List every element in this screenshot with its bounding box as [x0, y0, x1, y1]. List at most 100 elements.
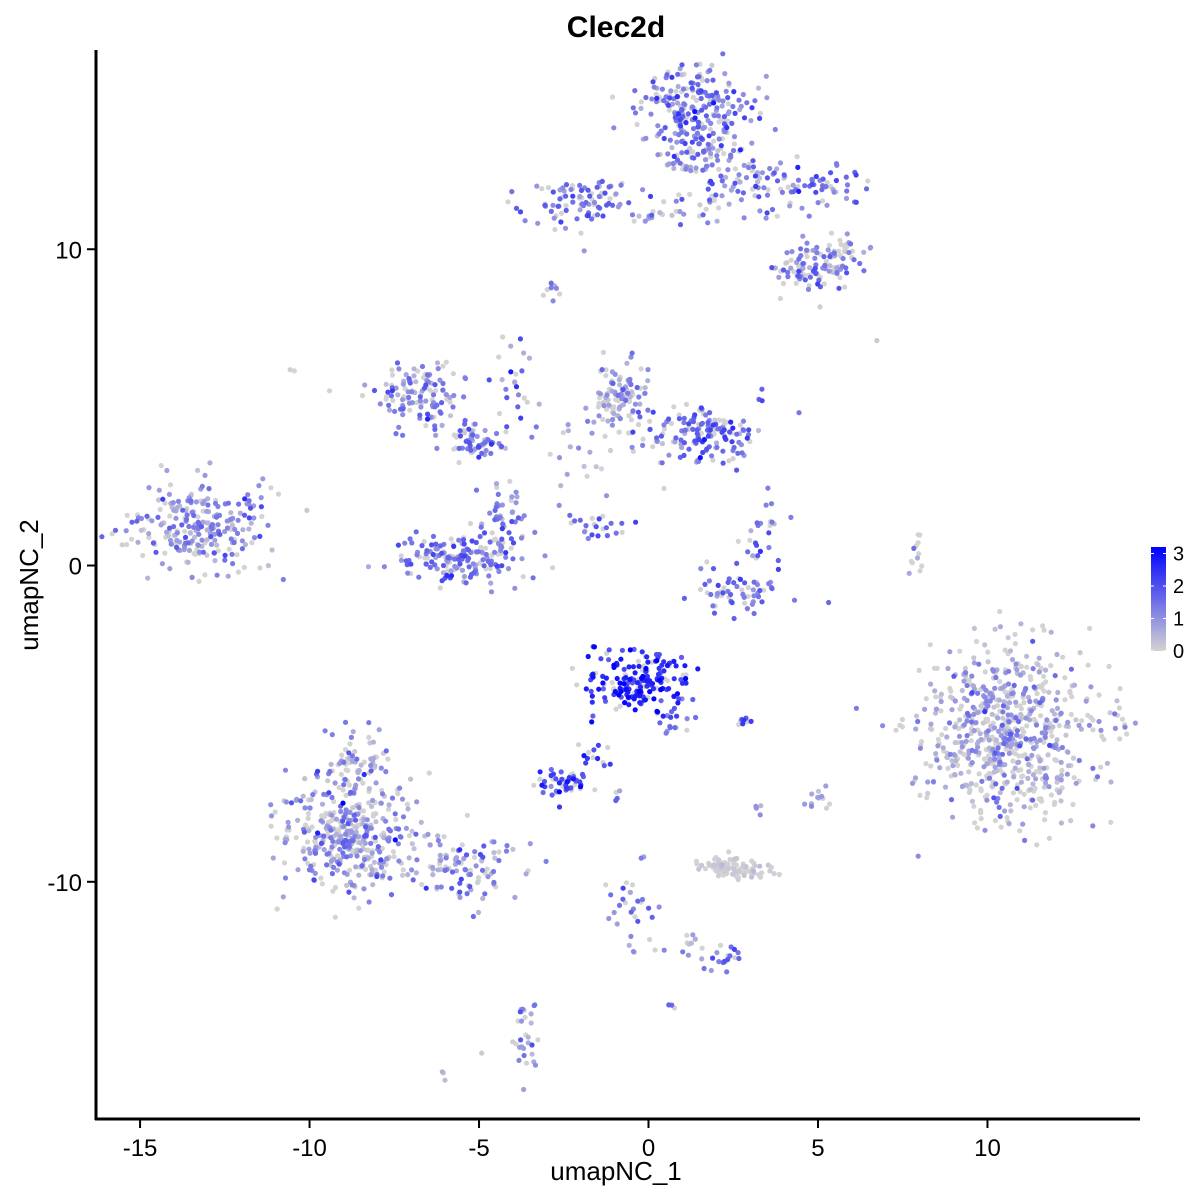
cell-point — [1010, 758, 1016, 764]
cell-point — [771, 870, 777, 877]
cell-point — [622, 700, 628, 706]
cell-point — [710, 130, 716, 136]
cell-point — [406, 833, 413, 839]
cell-point — [657, 210, 663, 216]
cell-point — [703, 163, 710, 169]
cell-point — [564, 786, 570, 792]
cell-point — [589, 532, 595, 538]
cell-point — [239, 538, 245, 544]
cell-point — [746, 427, 752, 433]
cell-point — [651, 84, 657, 90]
cell-point — [947, 685, 953, 691]
cell-point — [356, 767, 362, 774]
cell-point — [700, 167, 706, 173]
cell-point — [509, 494, 515, 500]
cell-point — [500, 521, 506, 527]
cell-point — [628, 354, 634, 360]
cell-point — [599, 367, 605, 373]
cell-point — [611, 909, 617, 916]
cell-point — [265, 522, 271, 528]
cell-point — [819, 198, 826, 204]
cell-point — [449, 869, 456, 875]
cell-point — [679, 150, 685, 156]
cell-point — [246, 526, 252, 532]
cell-point — [659, 460, 665, 466]
cell-point — [1054, 779, 1060, 785]
cell-point — [1094, 774, 1101, 780]
cell-point — [270, 855, 276, 861]
cell-point — [713, 192, 719, 198]
cell-point — [602, 433, 608, 439]
cell-point — [1002, 735, 1008, 742]
cell-point — [679, 62, 685, 68]
cell-point — [293, 835, 299, 841]
cell-point — [1096, 692, 1102, 698]
cell-point — [679, 106, 685, 113]
cell-point — [618, 182, 624, 188]
cell-point — [519, 556, 525, 562]
cell-point — [581, 463, 587, 469]
cell-point — [518, 1018, 525, 1024]
cell-point — [636, 394, 642, 400]
cell-point — [707, 126, 714, 132]
y-tick-label: 10 — [55, 237, 82, 264]
cell-point — [518, 1037, 524, 1043]
cell-point — [386, 407, 393, 413]
cell-point — [489, 530, 495, 536]
cell-point — [744, 606, 751, 612]
cell-point — [731, 89, 737, 95]
cell-point — [1078, 726, 1084, 732]
cell-point — [692, 412, 698, 418]
cell-point — [319, 881, 325, 887]
cell-point — [564, 779, 570, 785]
cell-point — [769, 206, 776, 213]
cell-point — [971, 711, 977, 718]
cell-point — [732, 180, 738, 186]
cell-point — [229, 522, 236, 528]
cell-point — [978, 736, 984, 743]
cell-point — [570, 199, 576, 205]
cell-point — [606, 402, 612, 408]
cell-point — [499, 563, 505, 569]
cell-point — [715, 113, 722, 119]
cell-point — [639, 896, 646, 903]
cell-point — [174, 530, 180, 536]
cell-point — [603, 882, 609, 888]
cell-point — [800, 261, 806, 267]
cell-point — [245, 492, 251, 498]
cell-point — [417, 394, 423, 400]
cell-point — [953, 758, 959, 764]
cell-point — [453, 868, 459, 874]
cell-point — [358, 762, 364, 768]
cell-point — [595, 755, 601, 762]
cell-point — [694, 431, 700, 437]
cell-point — [716, 136, 722, 142]
cell-point — [630, 448, 637, 454]
cell-point — [676, 192, 682, 198]
cell-point — [636, 663, 642, 669]
cell-point — [577, 517, 583, 523]
cell-point — [837, 237, 843, 243]
cell-point — [656, 677, 663, 683]
cell-point — [700, 125, 706, 131]
cell-point — [1008, 808, 1014, 814]
cell-point — [677, 208, 683, 215]
cell-point — [951, 752, 957, 758]
cell-point — [644, 673, 650, 679]
cell-point — [404, 801, 410, 807]
cell-point — [202, 472, 208, 478]
cell-point — [1058, 798, 1064, 804]
cell-point — [780, 280, 787, 287]
cell-point — [949, 758, 955, 764]
cell-point — [764, 210, 770, 216]
cell-point — [327, 768, 333, 775]
cell-point — [524, 399, 530, 405]
cell-point — [365, 564, 372, 570]
cell-point — [600, 686, 607, 692]
cell-point — [423, 885, 429, 891]
cell-point — [714, 105, 720, 111]
cell-point — [656, 904, 662, 910]
cell-point — [1050, 724, 1056, 730]
cell-point — [486, 377, 492, 383]
cell-point — [434, 884, 440, 890]
